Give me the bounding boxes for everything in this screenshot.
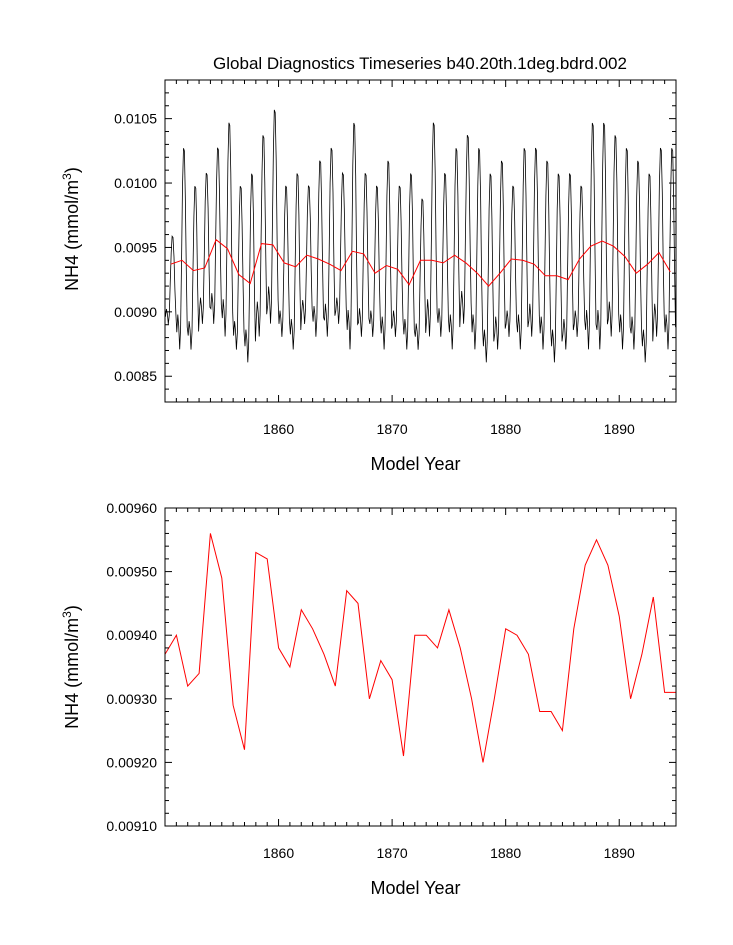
y-tick-label: 0.00960 <box>106 500 157 516</box>
x-axis-label: Model Year <box>370 454 460 474</box>
y-tick-label: 0.0090 <box>114 304 157 320</box>
plot-frame <box>164 507 677 827</box>
x-tick-label: 1870 <box>377 845 408 861</box>
y-tick-label: 0.00940 <box>106 627 157 643</box>
series-line-annual-mean <box>170 238 671 287</box>
x-tick-label: 1860 <box>263 421 294 437</box>
y-tick-label: 0.0100 <box>114 175 157 191</box>
bottom-panel: 1860 1870 1880 1890 0.00910 0.00920 0.00930 0.0… <box>60 500 677 898</box>
x-axis-label: Model Year <box>370 878 460 898</box>
chart-title: Global Diagnostics Timeseries b40.20th.1… <box>213 54 627 73</box>
x-tick-label: 1870 <box>377 421 408 437</box>
plot-frame <box>164 79 677 403</box>
x-tick-label: 1890 <box>604 845 635 861</box>
x-tick-label: 1880 <box>490 845 521 861</box>
series-line-monthly <box>165 109 676 363</box>
y-tick-label: 0.00950 <box>106 564 157 580</box>
x-tick-label: 1890 <box>604 421 635 437</box>
y-tick-label: 0.00920 <box>106 754 157 770</box>
y-tick-label: 0.0095 <box>114 239 157 255</box>
y-axis-label: NH4 (mmol/m3) <box>60 605 82 729</box>
top-panel: 1860 1870 1880 1890 0.0085 0.0090 0.0095 0.0100… <box>60 79 677 474</box>
y-tick-label: 0.0105 <box>114 111 157 127</box>
y-tick-label: 0.00930 <box>106 691 157 707</box>
x-tick-label: 1860 <box>263 845 294 861</box>
y-tick-label: 0.0085 <box>114 368 157 384</box>
series-line-annual-mean <box>165 533 676 763</box>
y-tick-label: 0.00910 <box>106 818 157 834</box>
y-axis-label: NH4 (mmol/m3) <box>60 167 82 291</box>
x-tick-label: 1880 <box>490 421 521 437</box>
